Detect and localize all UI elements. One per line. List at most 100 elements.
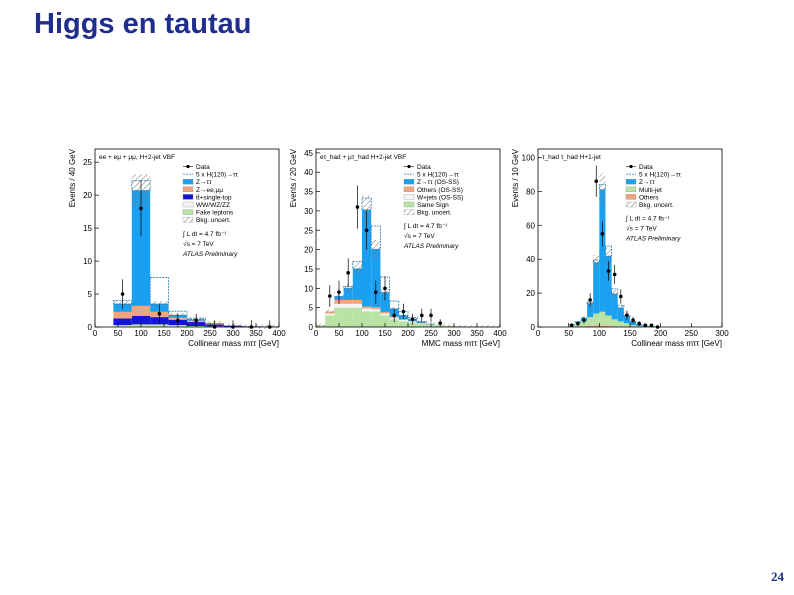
bar xyxy=(599,189,606,312)
uncertainty-bar xyxy=(316,323,326,327)
bar xyxy=(362,306,372,309)
y-tick-label: 5 xyxy=(88,290,93,299)
y-tick-label: 25 xyxy=(304,226,313,235)
bar xyxy=(113,311,132,319)
data-point xyxy=(594,179,599,184)
data-point xyxy=(631,318,635,323)
y-tick-label: 40 xyxy=(526,255,535,264)
bar xyxy=(131,305,151,316)
bar xyxy=(593,262,600,314)
signal-bar xyxy=(361,197,372,211)
x-tick-label: 400 xyxy=(272,329,286,338)
data-points xyxy=(120,180,272,329)
bar xyxy=(352,303,362,308)
bar xyxy=(398,320,408,322)
legend-swatch xyxy=(182,201,194,208)
bar xyxy=(362,311,372,327)
y-tick-label: 15 xyxy=(83,224,92,233)
bar xyxy=(352,299,362,304)
legend-label: Bkg. uncert. xyxy=(196,217,231,224)
bar xyxy=(623,316,630,324)
y-tick-label: 15 xyxy=(304,265,313,274)
legend-label: Data xyxy=(196,164,210,171)
x-tick-label: 300 xyxy=(715,329,729,338)
y-tick-label: 5 xyxy=(309,304,314,313)
legend-swatch xyxy=(403,201,415,208)
bar xyxy=(636,325,643,327)
data-point xyxy=(625,313,629,317)
bar xyxy=(334,303,344,308)
x-tick-label: 150 xyxy=(378,329,392,338)
legend-label: Fake leptons xyxy=(196,210,234,217)
legend-label: Bkg. uncert. xyxy=(417,210,452,217)
signal-bar xyxy=(617,304,625,309)
data-point xyxy=(346,271,350,275)
channel-label: eτ_had + μτ_had H+2-jet VBF xyxy=(320,154,406,161)
legend-swatch xyxy=(403,186,415,192)
x-tick-label: 150 xyxy=(623,329,637,338)
bar xyxy=(334,307,344,327)
legend-label: Z→ee,μμ xyxy=(196,187,223,194)
data-point xyxy=(420,313,424,318)
legend-label: 5 x H(120)→ττ xyxy=(196,172,238,179)
legend-swatch xyxy=(625,179,637,185)
data-point xyxy=(569,323,574,328)
y-tick-label: 20 xyxy=(83,191,92,200)
data-point xyxy=(364,228,369,233)
bar xyxy=(611,319,618,327)
legend-label: Data xyxy=(417,164,431,171)
data-point xyxy=(619,294,623,299)
chart-panel-0: 0 50 100 150 200 250 300 350 400 0 5 10 15 20 25 Collin… xyxy=(68,148,286,348)
legend-marker-uncert xyxy=(625,201,637,208)
data-point xyxy=(576,321,580,326)
signal-bar xyxy=(592,259,600,263)
data-point xyxy=(157,312,162,316)
bar xyxy=(617,307,624,322)
bar xyxy=(380,292,390,312)
x-tick-label: 50 xyxy=(335,329,344,338)
x-tick-label: 350 xyxy=(249,329,263,338)
y-axis-label: Events / 20 GeV xyxy=(289,148,298,207)
bar xyxy=(599,311,606,326)
bar xyxy=(380,313,390,316)
y-tick-label: 0 xyxy=(309,323,314,332)
legend-label: Data xyxy=(639,164,653,171)
data-points xyxy=(569,165,660,329)
legend-swatch xyxy=(403,194,415,200)
legend-label: Z→ττ (OS-SS) xyxy=(417,179,459,186)
data-point xyxy=(410,317,415,322)
x-tick-label: 50 xyxy=(114,329,123,338)
uncertainty-bar xyxy=(325,309,335,314)
channel-label: ee + eμ + μμ, H+2-jet VBF xyxy=(99,154,175,161)
legend-label: tt̄+single-top xyxy=(196,194,232,202)
page-number: 24 xyxy=(771,569,784,584)
x-tick-label: 300 xyxy=(226,329,240,338)
uncertainty-bar xyxy=(454,325,464,328)
y-tick-label: 10 xyxy=(304,284,313,293)
data-point xyxy=(374,290,378,294)
bar xyxy=(587,317,594,326)
bar xyxy=(623,323,630,327)
bar xyxy=(389,319,399,327)
data-points xyxy=(328,185,442,327)
bar xyxy=(380,311,390,314)
data-point xyxy=(392,313,396,318)
data-point xyxy=(120,292,125,296)
bar xyxy=(371,249,381,308)
bar xyxy=(343,299,353,304)
bar xyxy=(605,256,612,316)
signal-bar xyxy=(352,260,363,270)
bar xyxy=(617,321,624,327)
x-tick-label: 350 xyxy=(470,329,484,338)
x-tick-label: 200 xyxy=(654,329,668,338)
atlas-annotation: ATLAS Preliminary xyxy=(625,236,681,243)
legend-swatch xyxy=(403,179,415,185)
energy-annotation: √s = 7 TeV xyxy=(626,225,657,233)
uncertainty-bar xyxy=(417,321,427,324)
bar xyxy=(611,326,618,327)
x-tick-label: 0 xyxy=(536,329,541,338)
x-tick-label: 250 xyxy=(203,329,217,338)
